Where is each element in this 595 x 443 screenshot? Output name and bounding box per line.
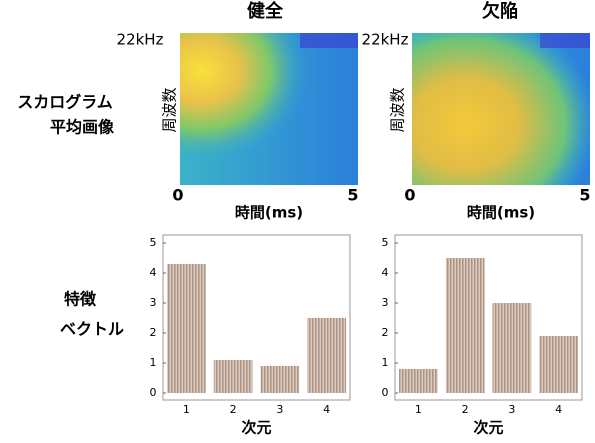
feature-bars bbox=[539, 336, 578, 393]
x-tick-label: 3 bbox=[508, 403, 515, 416]
x-tick-label: 1 bbox=[415, 403, 422, 416]
x-tick-label: 4 bbox=[323, 403, 330, 416]
y-tick-label: 0 bbox=[382, 386, 389, 399]
y-tick-label: 4 bbox=[382, 266, 389, 279]
feature-bars bbox=[214, 360, 253, 393]
feature-bars bbox=[446, 258, 485, 393]
y-tick-label: 0 bbox=[150, 386, 157, 399]
y-tick-label: 3 bbox=[150, 296, 157, 309]
x-tick-label: 2 bbox=[462, 403, 469, 416]
row-label: スカログラム bbox=[17, 93, 113, 112]
freq-label: 周波数 bbox=[161, 87, 179, 132]
row-label: 平均画像 bbox=[50, 118, 115, 137]
time-start: 0 bbox=[404, 186, 415, 205]
page: 健全 欠陥 スカログラム 平均画像 特徴 ベクトル 22kHz 周波数 0 5 時間(m… bbox=[0, 0, 595, 443]
feature-bars bbox=[307, 318, 346, 393]
y-tick-label: 2 bbox=[382, 326, 389, 339]
scalogram-1 bbox=[180, 33, 358, 185]
freq-max: 22kHz bbox=[362, 31, 409, 49]
row-label: ベクトル bbox=[60, 320, 124, 339]
figure: 健全 欠陥 スカログラム 平均画像 特徴 ベクトル 22kHz 周波数 0 5 時間(m… bbox=[0, 0, 595, 439]
feature-bars bbox=[399, 369, 438, 393]
time-label: 時間(ms) bbox=[235, 204, 303, 222]
x-tick-label: 2 bbox=[230, 403, 237, 416]
x-axis-label: 次元 bbox=[473, 419, 503, 437]
freq-max: 22kHz bbox=[117, 31, 164, 49]
y-tick-label: 1 bbox=[382, 356, 389, 369]
feature-bars bbox=[167, 264, 206, 393]
scalogram-2 bbox=[412, 33, 590, 185]
y-tick-label: 2 bbox=[150, 326, 157, 339]
time-start: 0 bbox=[172, 186, 183, 205]
x-axis-label: 次元 bbox=[241, 419, 271, 437]
title: 欠陥 bbox=[482, 0, 518, 22]
y-tick-label: 1 bbox=[150, 356, 157, 369]
x-tick-label: 4 bbox=[555, 403, 562, 416]
time-end: 5 bbox=[347, 186, 358, 205]
row-label: 特徴 bbox=[64, 290, 97, 309]
y-tick-label: 5 bbox=[150, 236, 157, 249]
feature-bars bbox=[493, 303, 532, 393]
x-tick-label: 3 bbox=[276, 403, 283, 416]
title: 健全 bbox=[247, 0, 284, 22]
freq-label: 周波数 bbox=[389, 87, 407, 132]
y-tick-label: 3 bbox=[382, 296, 389, 309]
y-tick-label: 5 bbox=[382, 236, 389, 249]
time-end: 5 bbox=[579, 186, 590, 205]
y-tick-label: 4 bbox=[150, 266, 157, 279]
time-label: 時間(ms) bbox=[467, 204, 535, 222]
x-tick-label: 1 bbox=[183, 403, 190, 416]
feature-bars bbox=[261, 366, 300, 393]
